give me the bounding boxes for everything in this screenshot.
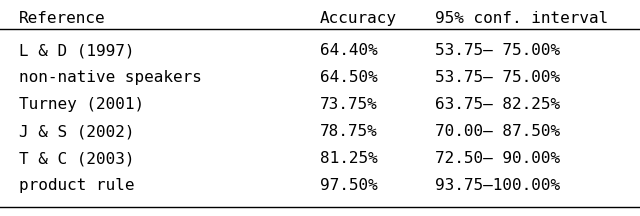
Text: 93.75–100.00%: 93.75–100.00% [435, 178, 561, 193]
Text: product rule: product rule [19, 178, 134, 193]
Text: 70.00– 87.50%: 70.00– 87.50% [435, 124, 561, 139]
Text: T & C (2003): T & C (2003) [19, 151, 134, 166]
Text: 97.50%: 97.50% [320, 178, 378, 193]
Text: 81.25%: 81.25% [320, 151, 378, 166]
Text: J & S (2002): J & S (2002) [19, 124, 134, 139]
Text: 72.50– 90.00%: 72.50– 90.00% [435, 151, 561, 166]
Text: Turney (2001): Turney (2001) [19, 97, 145, 112]
Text: non-native speakers: non-native speakers [19, 70, 202, 85]
Text: 53.75– 75.00%: 53.75– 75.00% [435, 43, 561, 58]
Text: 64.50%: 64.50% [320, 70, 378, 85]
Text: 63.75– 82.25%: 63.75– 82.25% [435, 97, 561, 112]
Text: L & D (1997): L & D (1997) [19, 43, 134, 58]
Text: 53.75– 75.00%: 53.75– 75.00% [435, 70, 561, 85]
Text: 95% conf. interval: 95% conf. interval [435, 11, 609, 26]
Text: 73.75%: 73.75% [320, 97, 378, 112]
Text: 64.40%: 64.40% [320, 43, 378, 58]
Text: Reference: Reference [19, 11, 106, 26]
Text: 78.75%: 78.75% [320, 124, 378, 139]
Text: Accuracy: Accuracy [320, 11, 397, 26]
